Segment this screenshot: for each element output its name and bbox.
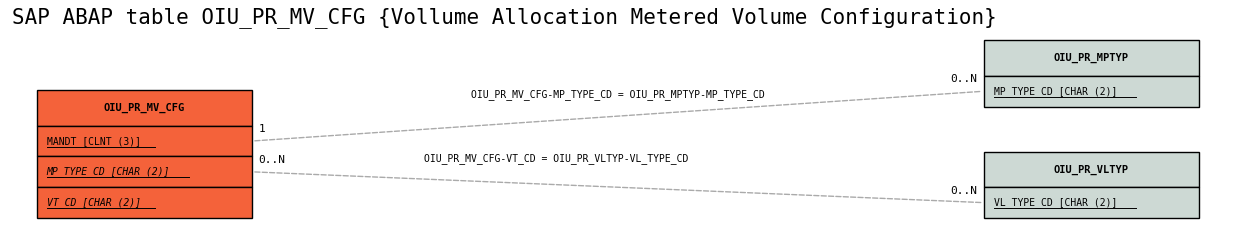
Text: MP_TYPE_CD [CHAR (2)]: MP_TYPE_CD [CHAR (2)]: [994, 86, 1116, 97]
Text: 1: 1: [258, 124, 264, 134]
Text: OIU_PR_MV_CFG-MP_TYPE_CD = OIU_PR_MPTYP-MP_TYPE_CD: OIU_PR_MV_CFG-MP_TYPE_CD = OIU_PR_MPTYP-…: [471, 89, 764, 100]
Text: OIU_PR_MV_CFG-VT_CD = OIU_PR_VLTYP-VL_TYPE_CD: OIU_PR_MV_CFG-VT_CD = OIU_PR_VLTYP-VL_TY…: [425, 153, 689, 164]
Bar: [36, 90, 252, 126]
Text: VL_TYPE_CD [CHAR (2)]: VL_TYPE_CD [CHAR (2)]: [994, 197, 1116, 208]
Bar: [36, 187, 252, 218]
Text: OIU_PR_MPTYP: OIU_PR_MPTYP: [1054, 53, 1129, 63]
Bar: [984, 40, 1199, 76]
Text: 0..N: 0..N: [951, 74, 977, 84]
Bar: [984, 152, 1199, 187]
Bar: [984, 76, 1199, 107]
Text: OIU_PR_VLTYP: OIU_PR_VLTYP: [1054, 164, 1129, 175]
Bar: [36, 156, 252, 187]
Text: MP_TYPE_CD [CHAR (2)]: MP_TYPE_CD [CHAR (2)]: [46, 166, 170, 177]
Bar: [984, 187, 1199, 218]
Text: 0..N: 0..N: [951, 186, 977, 196]
Bar: [36, 126, 252, 156]
Text: 0..N: 0..N: [258, 155, 286, 165]
Text: SAP ABAP table OIU_PR_MV_CFG {Vollume Allocation Metered Volume Configuration}: SAP ABAP table OIU_PR_MV_CFG {Vollume Al…: [13, 7, 997, 28]
Text: MANDT [CLNT (3)]: MANDT [CLNT (3)]: [46, 136, 140, 146]
Text: OIU_PR_MV_CFG: OIU_PR_MV_CFG: [104, 103, 185, 113]
Text: VT_CD [CHAR (2)]: VT_CD [CHAR (2)]: [46, 197, 140, 208]
